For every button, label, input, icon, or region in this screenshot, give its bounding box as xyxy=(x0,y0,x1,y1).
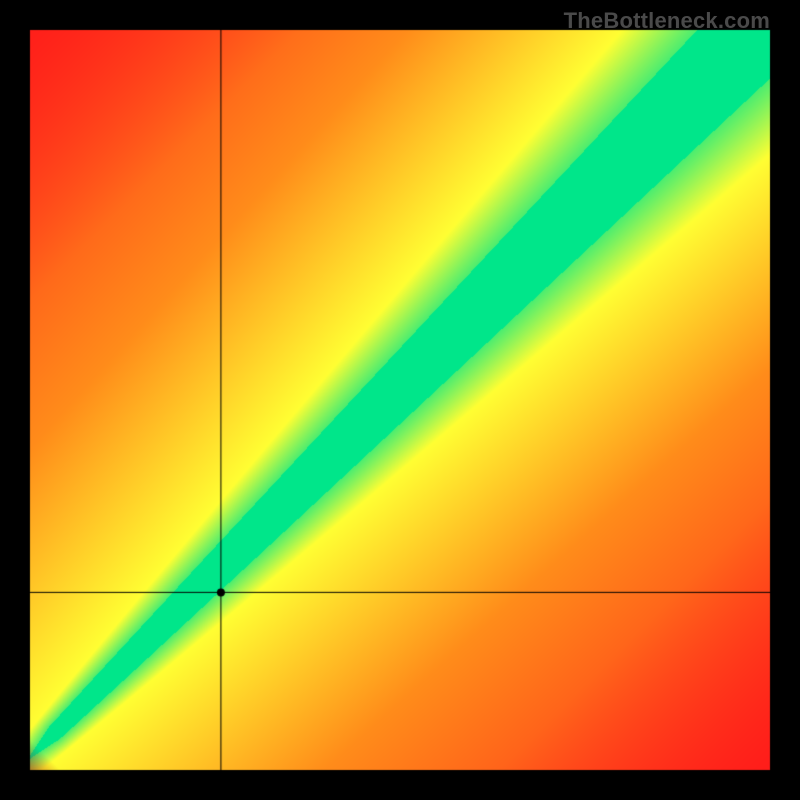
watermark-text: TheBottleneck.com xyxy=(564,8,770,34)
chart-container: TheBottleneck.com xyxy=(0,0,800,800)
heatmap-canvas xyxy=(0,0,800,800)
